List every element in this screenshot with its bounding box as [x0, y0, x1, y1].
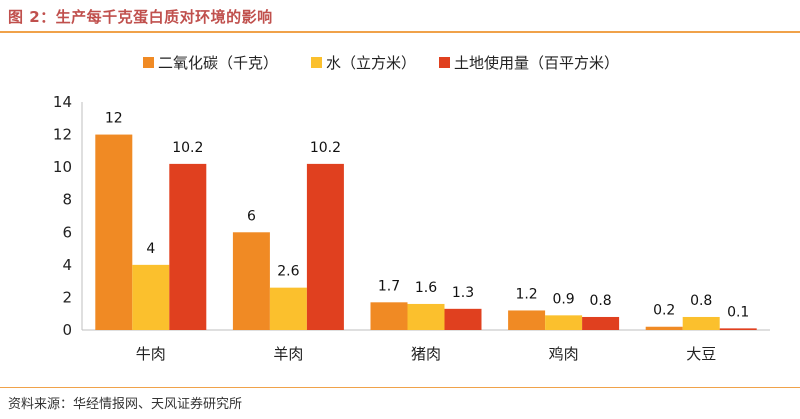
- data-label: 10.2: [310, 140, 341, 156]
- data-label: 4: [146, 241, 155, 257]
- bar: [444, 308, 482, 330]
- bar: [232, 232, 270, 330]
- bar: [582, 316, 620, 330]
- data-label: 6: [247, 208, 256, 224]
- legend-label: 水（立方米）: [326, 54, 416, 72]
- bar: [407, 303, 445, 330]
- bar: [269, 287, 307, 330]
- data-label: 10.2: [172, 140, 203, 156]
- legend-label: 土地使用量（百平方米）: [454, 54, 619, 72]
- data-label: 0.9: [552, 291, 574, 307]
- y-tick-label: 14: [53, 93, 72, 111]
- bar: [719, 328, 757, 330]
- legend-swatch: [439, 57, 450, 68]
- bar: [682, 316, 720, 330]
- y-tick-label: 2: [62, 288, 72, 306]
- bar: [95, 134, 133, 330]
- x-tick-label: 鸡肉: [549, 345, 579, 363]
- bar: [370, 302, 408, 330]
- data-label: 1.3: [452, 285, 474, 301]
- x-tick-label: 羊肉: [273, 345, 303, 363]
- data-label: 12: [105, 111, 123, 127]
- title-divider: [0, 31, 800, 33]
- legend-swatch: [311, 57, 322, 68]
- x-tick-label: 牛肉: [136, 345, 166, 363]
- bar: [508, 310, 546, 330]
- x-tick-label: 猪肉: [411, 345, 441, 363]
- chart-title: 图 2：生产每千克蛋白质对环境的影响: [8, 8, 273, 26]
- bar-chart: 二氧化碳（千克） 水（立方米） 土地使用量（百平方米） 0 2 4 6 8 10 12 14 12 4 1…: [53, 54, 770, 363]
- footer-divider: [0, 387, 800, 388]
- source-note: 资料来源：华经情报网、天风证券研究所: [8, 397, 243, 412]
- bar: [545, 315, 583, 330]
- y-tick-label: 10: [53, 158, 72, 176]
- bar: [645, 326, 683, 330]
- bar: [132, 264, 170, 330]
- y-tick-label: 6: [62, 223, 72, 241]
- y-tick-label: 12: [53, 126, 72, 144]
- data-label: 2.6: [277, 264, 299, 280]
- data-label: 0.2: [653, 303, 675, 319]
- bar: [169, 163, 207, 330]
- data-label: 0.8: [690, 293, 712, 309]
- x-tick-label: 大豆: [686, 345, 716, 363]
- y-tick-label: 0: [62, 321, 72, 339]
- bar: [306, 163, 344, 330]
- data-label: 0.1: [727, 304, 749, 320]
- data-label: 1.6: [415, 280, 437, 296]
- data-label: 0.8: [589, 293, 611, 309]
- y-tick-label: 8: [62, 191, 72, 209]
- data-label: 1.7: [378, 278, 400, 294]
- legend-swatch: [143, 57, 154, 68]
- y-tick-label: 4: [62, 256, 72, 274]
- data-label: 1.2: [515, 286, 537, 302]
- legend-label: 二氧化碳（千克）: [158, 54, 278, 72]
